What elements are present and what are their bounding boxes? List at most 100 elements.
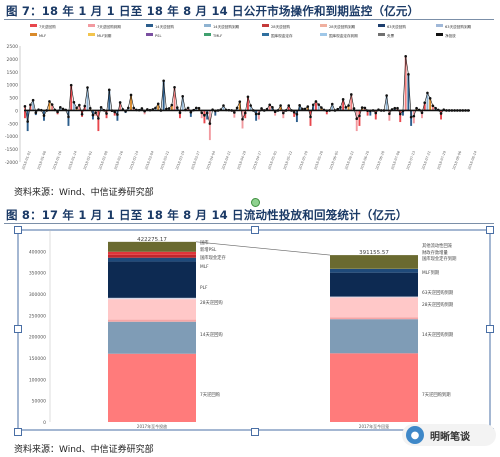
chart1-bar xyxy=(32,100,35,111)
chart1-bar xyxy=(206,110,209,120)
net-injection-point xyxy=(298,103,301,107)
chart1-bar xyxy=(189,110,192,117)
chart2-segment xyxy=(108,321,196,354)
chart1-bar xyxy=(279,105,282,111)
y-tick-label: -1000 xyxy=(5,134,18,140)
net-injection-point xyxy=(254,112,258,116)
chart2-frame[interactable] xyxy=(17,229,491,431)
net-injection-point xyxy=(132,106,136,110)
legend-swatch xyxy=(30,24,37,27)
chart1-bar xyxy=(203,110,206,124)
resize-handle-bl[interactable] xyxy=(14,428,22,436)
net-injection-point xyxy=(341,98,345,101)
figure2-source: 资料来源：Wind、中信证券研究部 xyxy=(14,445,154,455)
net-injection-point xyxy=(257,112,261,116)
chart1-bar xyxy=(369,110,372,116)
chart1-bar xyxy=(24,110,26,119)
chart1-legend: 7天逆回购 7天逆回购到期 14天逆回购 14天逆回购到期 28天逆回购 28天逆回购到期… xyxy=(30,24,472,38)
chart2-segment xyxy=(108,241,196,252)
y-tick-label: -2000 xyxy=(5,160,18,166)
chart1-bar xyxy=(70,85,73,111)
net-injection-point xyxy=(271,106,274,109)
y-tick-label: 350000 xyxy=(29,271,46,277)
legend-label: 国库现金定存 xyxy=(271,33,293,38)
chart1-bar xyxy=(344,107,347,111)
y-tick-label: 0 xyxy=(15,108,18,114)
legend-swatch xyxy=(436,33,443,36)
net-injection-point xyxy=(129,93,133,97)
net-injection-point xyxy=(83,104,87,108)
y-tick-label: 50000 xyxy=(32,399,46,405)
net-injection-point xyxy=(344,106,348,109)
chart1-bar xyxy=(339,107,342,111)
y-tick-label: 250000 xyxy=(29,313,46,319)
net-injection-point xyxy=(439,112,443,115)
chart1-bar xyxy=(402,110,404,116)
net-injection-point xyxy=(208,122,212,125)
legend-label: 净投放 xyxy=(445,33,456,38)
chart2-segment-label: 财政存款增量 xyxy=(422,249,448,256)
net-injection-point xyxy=(311,103,315,107)
chart2-segment-label: PLF xyxy=(200,285,208,291)
y-tick-label: 150000 xyxy=(29,356,46,362)
chart1-bar xyxy=(181,96,184,111)
chart1-bar xyxy=(170,105,173,111)
resize-handle-tr[interactable] xyxy=(486,226,494,234)
legend-label: 63天逆回购到期 xyxy=(445,24,472,29)
chart1-bar xyxy=(86,87,89,111)
net-injection-point xyxy=(86,86,89,89)
net-injection-point xyxy=(282,111,285,115)
resize-handle-ml[interactable] xyxy=(14,325,22,333)
chart1-bar xyxy=(440,110,442,120)
net-injection-point xyxy=(241,117,244,121)
net-injection-point xyxy=(339,106,342,109)
net-injection-point xyxy=(428,97,432,100)
chart2-category-label: 2017年至今回笼 xyxy=(359,423,389,429)
net-injection-point xyxy=(116,113,119,116)
x-tick-label: 2018-07-21 xyxy=(421,150,432,170)
legend-label: TMLF xyxy=(212,34,222,38)
chart2-segment xyxy=(108,251,196,255)
chart1-bar xyxy=(271,107,274,111)
chart1-bar xyxy=(306,106,309,111)
resize-handle-mr[interactable] xyxy=(486,325,494,333)
legend-swatch xyxy=(378,24,385,27)
net-injection-point xyxy=(156,102,160,106)
net-injection-point xyxy=(320,106,323,109)
net-injection-point xyxy=(246,95,250,99)
chart1-bar xyxy=(247,96,249,111)
chart1-bar xyxy=(423,102,426,111)
y-tick-label: 400000 xyxy=(29,249,46,255)
net-injection-point xyxy=(80,113,84,116)
net-injection-point xyxy=(162,79,165,83)
net-injection-point xyxy=(189,110,193,114)
chart1-bar xyxy=(48,101,51,111)
y-tick-label: -1500 xyxy=(5,147,18,153)
resize-handle-tc[interactable] xyxy=(251,226,259,234)
net-injection-point xyxy=(249,104,252,107)
chart2-segment xyxy=(108,257,196,262)
resize-handle-tl[interactable] xyxy=(14,226,22,234)
net-injection-point xyxy=(94,111,97,115)
chart2-segment-label: MLF到期 xyxy=(422,269,439,276)
chart1-bar xyxy=(431,105,434,111)
legend-swatch xyxy=(88,33,95,36)
chart2-y-axis: 0 50000 100000 150000 200000 250000 300000 3500… xyxy=(29,230,51,426)
chart1-bar xyxy=(100,107,103,111)
net-injection-point xyxy=(279,104,282,107)
y-tick-label: 2500 xyxy=(7,44,19,50)
chart1-bar xyxy=(361,107,364,111)
net-injection-point xyxy=(140,107,144,110)
net-injection-point xyxy=(393,106,397,110)
chart1-bar xyxy=(407,74,410,111)
rotate-handle[interactable] xyxy=(251,198,260,207)
net-injection-point xyxy=(420,111,424,115)
net-injection-point xyxy=(200,111,204,115)
net-injection-point xyxy=(301,107,304,111)
legend-label: 14天逆回购到期 xyxy=(213,24,240,29)
resize-handle-bc[interactable] xyxy=(251,428,259,436)
legend-swatch xyxy=(436,24,443,27)
net-injection-point xyxy=(197,106,201,110)
chart2: 0 50000 100000 150000 200000 250000 300000 3500… xyxy=(17,229,491,431)
chart1-bar xyxy=(388,110,391,121)
